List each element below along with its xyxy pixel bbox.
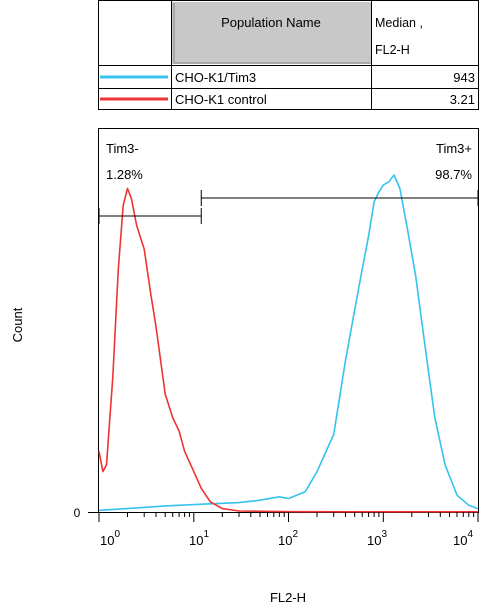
legend-row-median: 943 [453, 70, 475, 85]
gate-tim3-negative-label: Tim3- [106, 141, 139, 156]
gate-tim3-negative: Tim3- 1.28% [98, 141, 202, 224]
gate-tim3-positive-label: Tim3+ [436, 141, 472, 156]
legend-row-name: CHO-K1/Tim3 [175, 70, 256, 85]
x-tick-label: 103 [367, 529, 387, 548]
gate-tim3-positive-percent: 98.7% [435, 167, 472, 182]
legend-row-name: CHO-K1 control [175, 92, 267, 107]
legend-header-median-line1: Median , [375, 16, 423, 30]
legend-table [98, 0, 479, 110]
y-axis-zero-label: 0 [74, 506, 81, 520]
legend-header-population: Population Name [221, 15, 321, 30]
x-tick-label: 100 [100, 529, 120, 548]
x-axis-ticks [98, 512, 479, 522]
x-tick-label: 101 [189, 529, 209, 548]
gate-tim3-positive-bar [200, 190, 479, 206]
gate-tim3-negative-percent: 1.28% [106, 167, 143, 182]
series-layer [98, 174, 479, 513]
x-axis-title: FL2-H [270, 590, 306, 605]
x-tick-label: 102 [278, 529, 298, 548]
gate-tim3-negative-bar [98, 208, 202, 224]
legend-header-median-line2: FL2-H [375, 43, 410, 57]
y-axis-title: Count [10, 307, 25, 342]
gate-tim3-positive: Tim3+ 98.7% [200, 141, 479, 206]
series-line-cho-k1-tim3 [98, 174, 479, 512]
x-tick-label: 104 [453, 529, 473, 548]
legend-row-median: 3.21 [450, 92, 475, 107]
legend-table-border [98, 0, 479, 110]
legend-header-shade [172, 2, 371, 64]
x-tick-labels: 100 101 102 103 104 [100, 529, 473, 548]
series-line-cho-k1-control [98, 187, 478, 513]
